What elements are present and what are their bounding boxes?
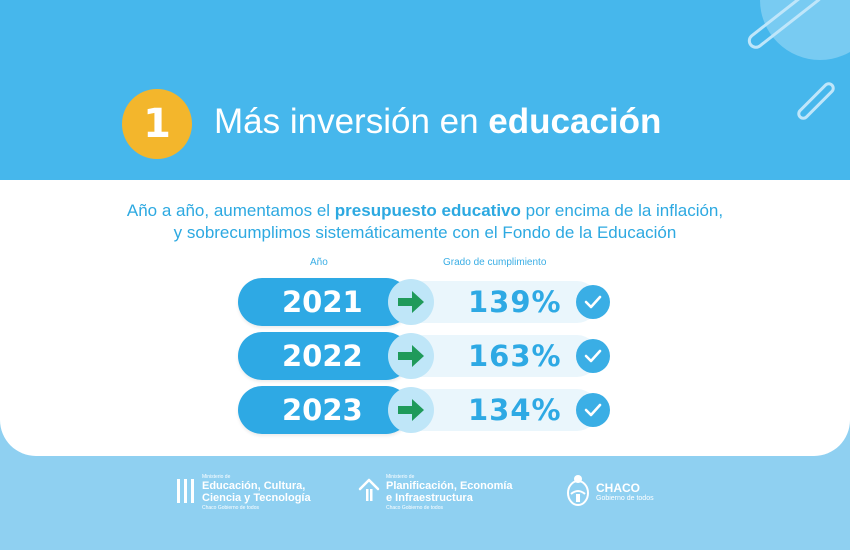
green-arrow-icon: [388, 279, 434, 325]
subtitle: Año a año, aumentamos el presupuesto edu…: [0, 200, 850, 244]
table-row: 2023 134%: [238, 386, 618, 434]
ministry-bars-icon: [177, 479, 194, 503]
ministry-name-line: Planificación, Economía: [386, 480, 513, 492]
ministry-planning-logo: Ministerio de Planificación, Economía e …: [358, 474, 548, 514]
column-header-year: Año: [310, 257, 328, 268]
ministry-name-line: Educación, Cultura,: [202, 480, 306, 492]
ministry-small-label: Ministerio de: [386, 474, 415, 480]
subtitle-text: Año a año, aumentamos el: [126, 201, 335, 220]
chaco-sub-label: Gobierno de todos: [596, 495, 654, 502]
year-pill: 2022: [238, 332, 410, 380]
page-title: Más inversión en educación: [214, 100, 661, 144]
table-row: 2021 139%: [238, 278, 618, 326]
check-icon: [576, 393, 610, 427]
subtitle-bold: presupuesto educativo: [334, 201, 521, 220]
year-pill: 2023: [238, 386, 410, 434]
chaco-name: CHACO: [596, 481, 640, 495]
column-header-compliance: Grado de cumplimiento: [443, 257, 547, 268]
subtitle-line-2: y sobrecumplimos sistemáticamente con el…: [173, 223, 677, 242]
header-banner: 1 Más inversión en educación: [0, 0, 850, 180]
ministry-name-line: e Infraestructura: [386, 492, 473, 504]
title-regular: Más inversión en: [214, 102, 489, 141]
year-pill: 2021: [238, 278, 410, 326]
decorative-pill-shape: [794, 79, 838, 123]
ministry-small-label: Ministerio de: [202, 474, 231, 480]
ministry-name-line: Ciencia y Tecnología: [202, 492, 311, 504]
chaco-government-logo: CHACO Gobierno de todos: [566, 474, 686, 514]
green-arrow-icon: [388, 333, 434, 379]
compliance-percent: 139%: [468, 285, 562, 319]
number-badge: 1: [122, 89, 192, 159]
compliance-percent: 163%: [468, 339, 562, 373]
subtitle-text: por encima de la inflación,: [520, 201, 724, 220]
table-row: 2022 163%: [238, 332, 618, 380]
house-icon: [358, 478, 380, 501]
ministry-education-logo: Ministerio de Educación, Cultura, Cienci…: [176, 474, 336, 514]
green-arrow-icon: [388, 387, 434, 433]
coat-of-arms-icon: [567, 475, 589, 506]
check-icon: [576, 339, 610, 373]
check-icon: [576, 285, 610, 319]
ministry-sub-label: Chaco Gobierno de todos: [386, 505, 443, 511]
subtitle-line-1: Año a año, aumentamos el presupuesto edu…: [0, 200, 850, 222]
title-bold: educación: [488, 102, 662, 141]
ministry-sub-label: Chaco Gobierno de todos: [202, 505, 259, 511]
compliance-percent: 134%: [468, 393, 562, 427]
